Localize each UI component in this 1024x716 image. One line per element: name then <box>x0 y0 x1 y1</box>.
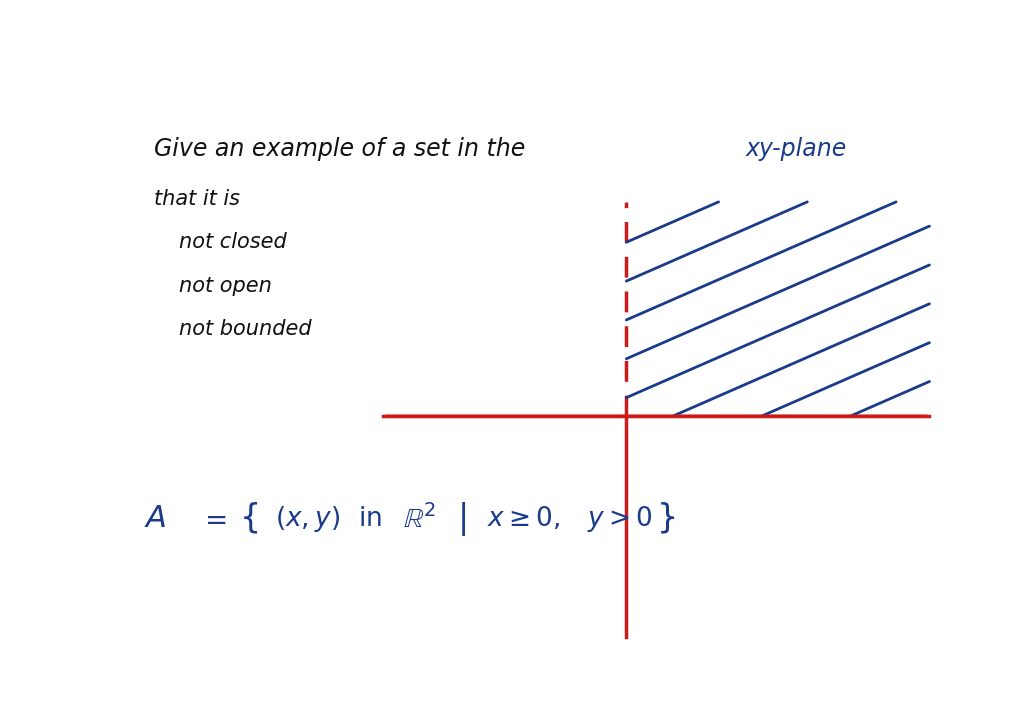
Text: $y > 0$: $y > 0$ <box>587 504 652 534</box>
Text: not closed: not closed <box>179 232 287 252</box>
Text: Give an example of a set in the: Give an example of a set in the <box>155 137 532 161</box>
Text: that it is: that it is <box>155 189 241 209</box>
Text: 100%: 100% <box>909 18 952 32</box>
Text: A17 •: A17 • <box>483 16 541 34</box>
Text: $x \geq 0,$: $x \geq 0,$ <box>487 505 560 533</box>
Text: $(x,y)$: $(x,y)$ <box>275 504 340 534</box>
Text: $\{$: $\{$ <box>239 501 258 536</box>
Text: 09:41  Tue 9 Jan: 09:41 Tue 9 Jan <box>72 18 209 32</box>
Text: $\}$: $\}$ <box>656 501 675 536</box>
Text: $\mathrm{in}$: $\mathrm{in}$ <box>358 506 382 532</box>
Text: xy-plane: xy-plane <box>745 137 847 161</box>
Text: $A$: $A$ <box>144 504 167 533</box>
Text: not open: not open <box>179 276 272 296</box>
Text: $=$: $=$ <box>199 505 226 533</box>
Text: not bounded: not bounded <box>179 319 311 339</box>
Text: $|$: $|$ <box>458 500 466 538</box>
Text: $\mathbb{R}^2$: $\mathbb{R}^2$ <box>402 504 436 534</box>
